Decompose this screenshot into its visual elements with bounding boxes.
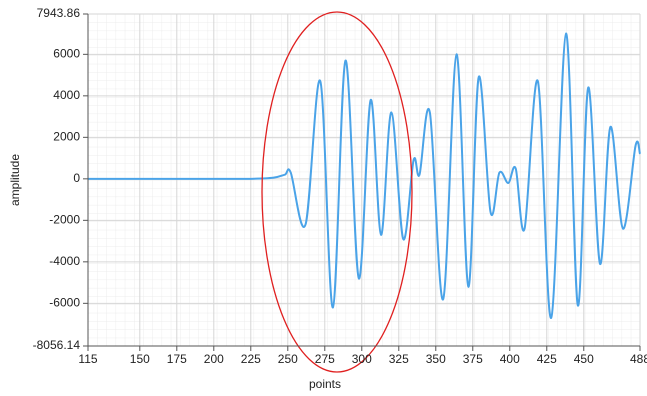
highlight-ellipse (261, 11, 413, 373)
x-tick-label: 300 (352, 352, 372, 366)
y-tick-label: 0 (73, 171, 80, 185)
marks (88, 32, 641, 319)
x-tick-label: 225 (241, 352, 261, 366)
x-axis-label: points (309, 377, 341, 391)
x-tick-label: 400 (500, 352, 520, 366)
x-tick-label: 350 (426, 352, 446, 366)
x-tick-label: 175 (167, 352, 187, 366)
y-tick-label: -6000 (49, 296, 80, 310)
x-tick-label: 115 (78, 352, 97, 366)
x-tick-label: 425 (537, 352, 557, 366)
x-tick-label: 450 (574, 352, 594, 366)
x-tick-label: 250 (278, 352, 298, 366)
y-axis-label: amplitude (8, 154, 22, 206)
y-tick-label: -4000 (49, 254, 80, 268)
x-tick-label: 375 (463, 352, 483, 366)
y-tick-label: 7943.86 (37, 6, 81, 20)
y-tick-label: 2000 (53, 130, 80, 144)
y-tick-label: 4000 (53, 88, 80, 102)
x-tick-label: 325 (389, 352, 409, 366)
x-tick-label: 488 (630, 352, 647, 366)
grid (87, 13, 641, 347)
x-tick-label: 275 (315, 352, 335, 366)
x-tick-label: 200 (204, 352, 224, 366)
y-tick-label: 6000 (53, 47, 80, 61)
signal-line (88, 32, 641, 319)
x-tick-label: 150 (130, 352, 150, 366)
y-tick-label: -2000 (49, 213, 80, 227)
plot-area (88, 14, 640, 346)
y-tick-label: -8056.14 (33, 338, 81, 352)
